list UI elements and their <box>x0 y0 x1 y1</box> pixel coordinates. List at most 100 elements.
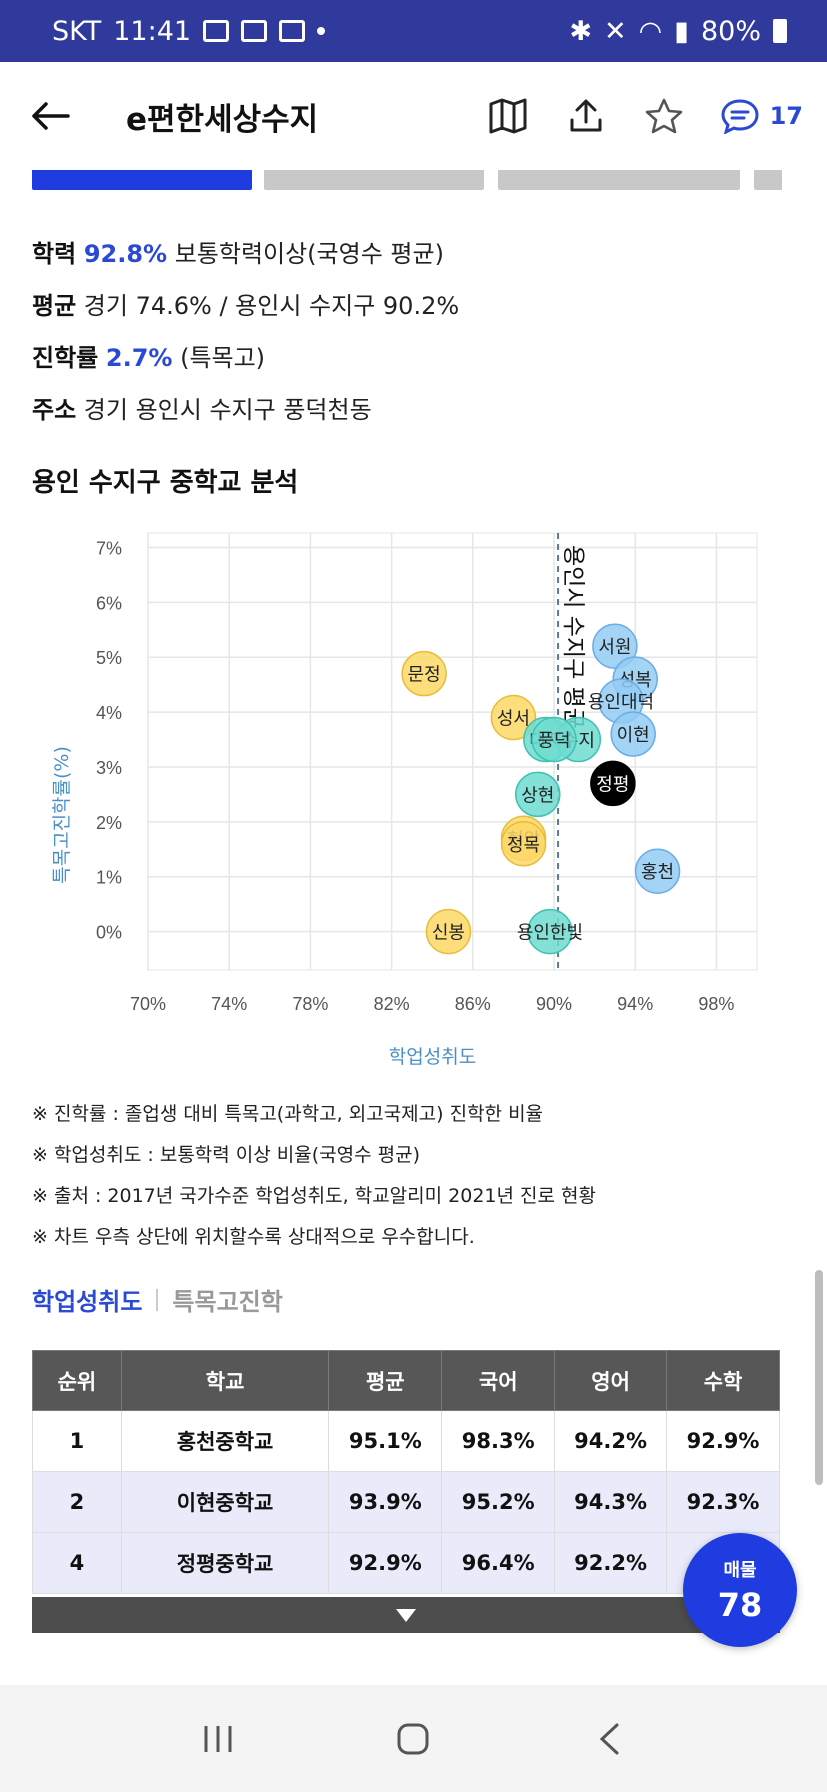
data-point <box>590 760 636 807</box>
cell-korean: 98.3% <box>441 1410 556 1472</box>
col-korean: 국어 <box>441 1350 556 1411</box>
point-label: 홍천 <box>641 862 674 883</box>
y-tick-label: 0% <box>96 923 122 943</box>
cell-school: 정평중학교 <box>120 1532 330 1594</box>
mute-icon: ✕ <box>603 15 627 47</box>
cell-korean: 95.2% <box>441 1471 556 1533</box>
chart-notes: ※ 진학률 : 졸업생 대비 특목고(과학고, 외고국제고) 진학한 비율 ※ … <box>32 1094 596 1258</box>
info-address: 주소 경기 용인시 수지구 풍덕천동 <box>32 396 372 424</box>
ranking-table: 순위 학교 평균 국어 영어 수학 1 홍천중학교 95.1% 98.3% 94… <box>32 1350 780 1594</box>
y-tick-label: 5% <box>96 648 122 668</box>
app-icon <box>241 20 268 42</box>
data-point <box>610 711 656 757</box>
x-tick-label: 78% <box>292 994 328 1014</box>
note: ※ 출처 : 2017년 국가수준 학업성취도, 학교알리미 2021년 진로 … <box>32 1185 596 1207</box>
cell-english: 94.3% <box>554 1471 668 1533</box>
cell-average: 95.1% <box>328 1410 443 1472</box>
info-average: 평균 경기 74.6% / 용인시 수지구 90.2% <box>32 292 460 320</box>
x-tick-label: 86% <box>455 994 491 1014</box>
y-axis-label: 특목고진학률(%) <box>51 746 73 884</box>
home-button[interactable] <box>383 1709 443 1769</box>
school-info: 학력 92.8% 보통학력이상(국영수 평균) 평균 경기 74.6% / 용인… <box>32 228 459 436</box>
info-advancement: 진학률 2.7% (특목고) <box>32 344 266 372</box>
back-arrow-icon <box>32 102 70 130</box>
school-tab[interactable] <box>498 170 740 190</box>
cell-math: 92.9% <box>666 1410 780 1472</box>
carrier: SKT <box>52 15 102 47</box>
fab-count: 78 <box>717 1586 763 1624</box>
share-button[interactable] <box>564 94 608 138</box>
data-point <box>490 694 537 741</box>
data-point <box>531 716 577 763</box>
scrollbar[interactable] <box>815 1270 823 1485</box>
x-tick-label: 70% <box>130 994 166 1014</box>
fab-label: 매물 <box>723 1560 757 1581</box>
table-row[interactable]: 2 이현중학교 93.9% 95.2% 94.3% 92.3% <box>32 1471 780 1533</box>
more-notifications-icon <box>317 27 326 35</box>
x-tick-label: 74% <box>211 994 247 1014</box>
recents-button[interactable] <box>188 1709 248 1769</box>
x-tick-label: 90% <box>536 994 572 1014</box>
chevron-down-icon <box>396 1608 416 1622</box>
table-row[interactable]: 4 정평중학교 92.9% 96.4% 92.2% <box>32 1532 780 1594</box>
cell-school: 이현중학교 <box>120 1471 330 1533</box>
point-label: 용인대덕 <box>588 692 654 713</box>
y-tick-label: 3% <box>96 758 122 778</box>
note: ※ 차트 우측 상단에 위치할수록 상대적으로 우수합니다. <box>32 1226 475 1248</box>
battery-icon <box>773 19 787 43</box>
back-button[interactable] <box>30 93 76 139</box>
comment-icon <box>721 99 759 134</box>
note: ※ 학업성취도 : 보통학력 이상 비율(국영수 평균) <box>32 1144 421 1166</box>
data-point <box>515 771 561 818</box>
point-label: 풍덕 <box>537 731 570 752</box>
point-label: 정목 <box>507 835 540 856</box>
data-point <box>425 908 472 955</box>
cell-average: 92.9% <box>328 1532 443 1594</box>
point-label: 신봉 <box>432 923 465 944</box>
tab-advancement[interactable]: 특목고진학 <box>172 1288 283 1316</box>
point-label: 성서 <box>497 709 530 730</box>
col-math: 수학 <box>666 1350 780 1411</box>
cell-korean: 96.4% <box>441 1532 556 1594</box>
system-nav-bar <box>0 1685 827 1792</box>
cell-math: 92.3% <box>666 1471 780 1533</box>
info-academic: 학력 92.8% 보통학력이상(국영수 평균) <box>32 240 444 268</box>
star-icon <box>645 98 682 134</box>
expand-table-button[interactable] <box>32 1597 780 1633</box>
tab-academic[interactable]: 학업성취도 <box>32 1288 143 1316</box>
battery-level: 80% <box>700 15 761 47</box>
map-button[interactable] <box>486 94 530 138</box>
page-title: e편한세상수지 <box>126 101 319 138</box>
school-tab-strip <box>32 170 782 192</box>
data-point <box>500 821 547 867</box>
y-tick-label: 1% <box>96 868 122 888</box>
recents-icon <box>204 1725 232 1752</box>
share-icon <box>570 99 602 132</box>
signal-icon: ▮ <box>674 15 689 47</box>
point-label: 상현 <box>521 785 554 806</box>
back-nav-button[interactable] <box>579 1709 639 1769</box>
map-icon <box>489 98 527 134</box>
x-axis-label: 학업성취도 <box>389 1046 476 1068</box>
cell-rank: 2 <box>32 1471 122 1533</box>
plot-area <box>147 532 758 971</box>
favorite-button[interactable] <box>642 94 686 138</box>
x-tick-label: 98% <box>698 994 734 1014</box>
tab-divider <box>156 1288 159 1311</box>
back-chevron-icon <box>599 1723 619 1754</box>
y-tick-label: 6% <box>96 593 122 613</box>
data-point <box>592 623 638 669</box>
cell-average: 93.9% <box>328 1471 443 1533</box>
scatter-chart: 7% 6% 5% 4% 3% 2% 1% 0% 70% 74% 78% 82% 86% 90% 94% 98%… <box>51 532 758 1068</box>
col-rank: 순위 <box>32 1350 122 1411</box>
table-row[interactable]: 1 홍천중학교 95.1% 98.3% 94.2% 92.9% <box>32 1410 780 1472</box>
data-point <box>527 908 573 955</box>
cell-school: 홍천중학교 <box>120 1410 330 1472</box>
col-school: 학교 <box>120 1350 330 1411</box>
listings-fab[interactable]: 매물 78 <box>683 1533 797 1647</box>
school-tab-active[interactable] <box>32 170 252 190</box>
school-tab[interactable] <box>754 170 782 190</box>
data-point <box>401 650 447 697</box>
school-tab[interactable] <box>264 170 484 190</box>
comments-button[interactable]: 17 <box>720 98 803 134</box>
